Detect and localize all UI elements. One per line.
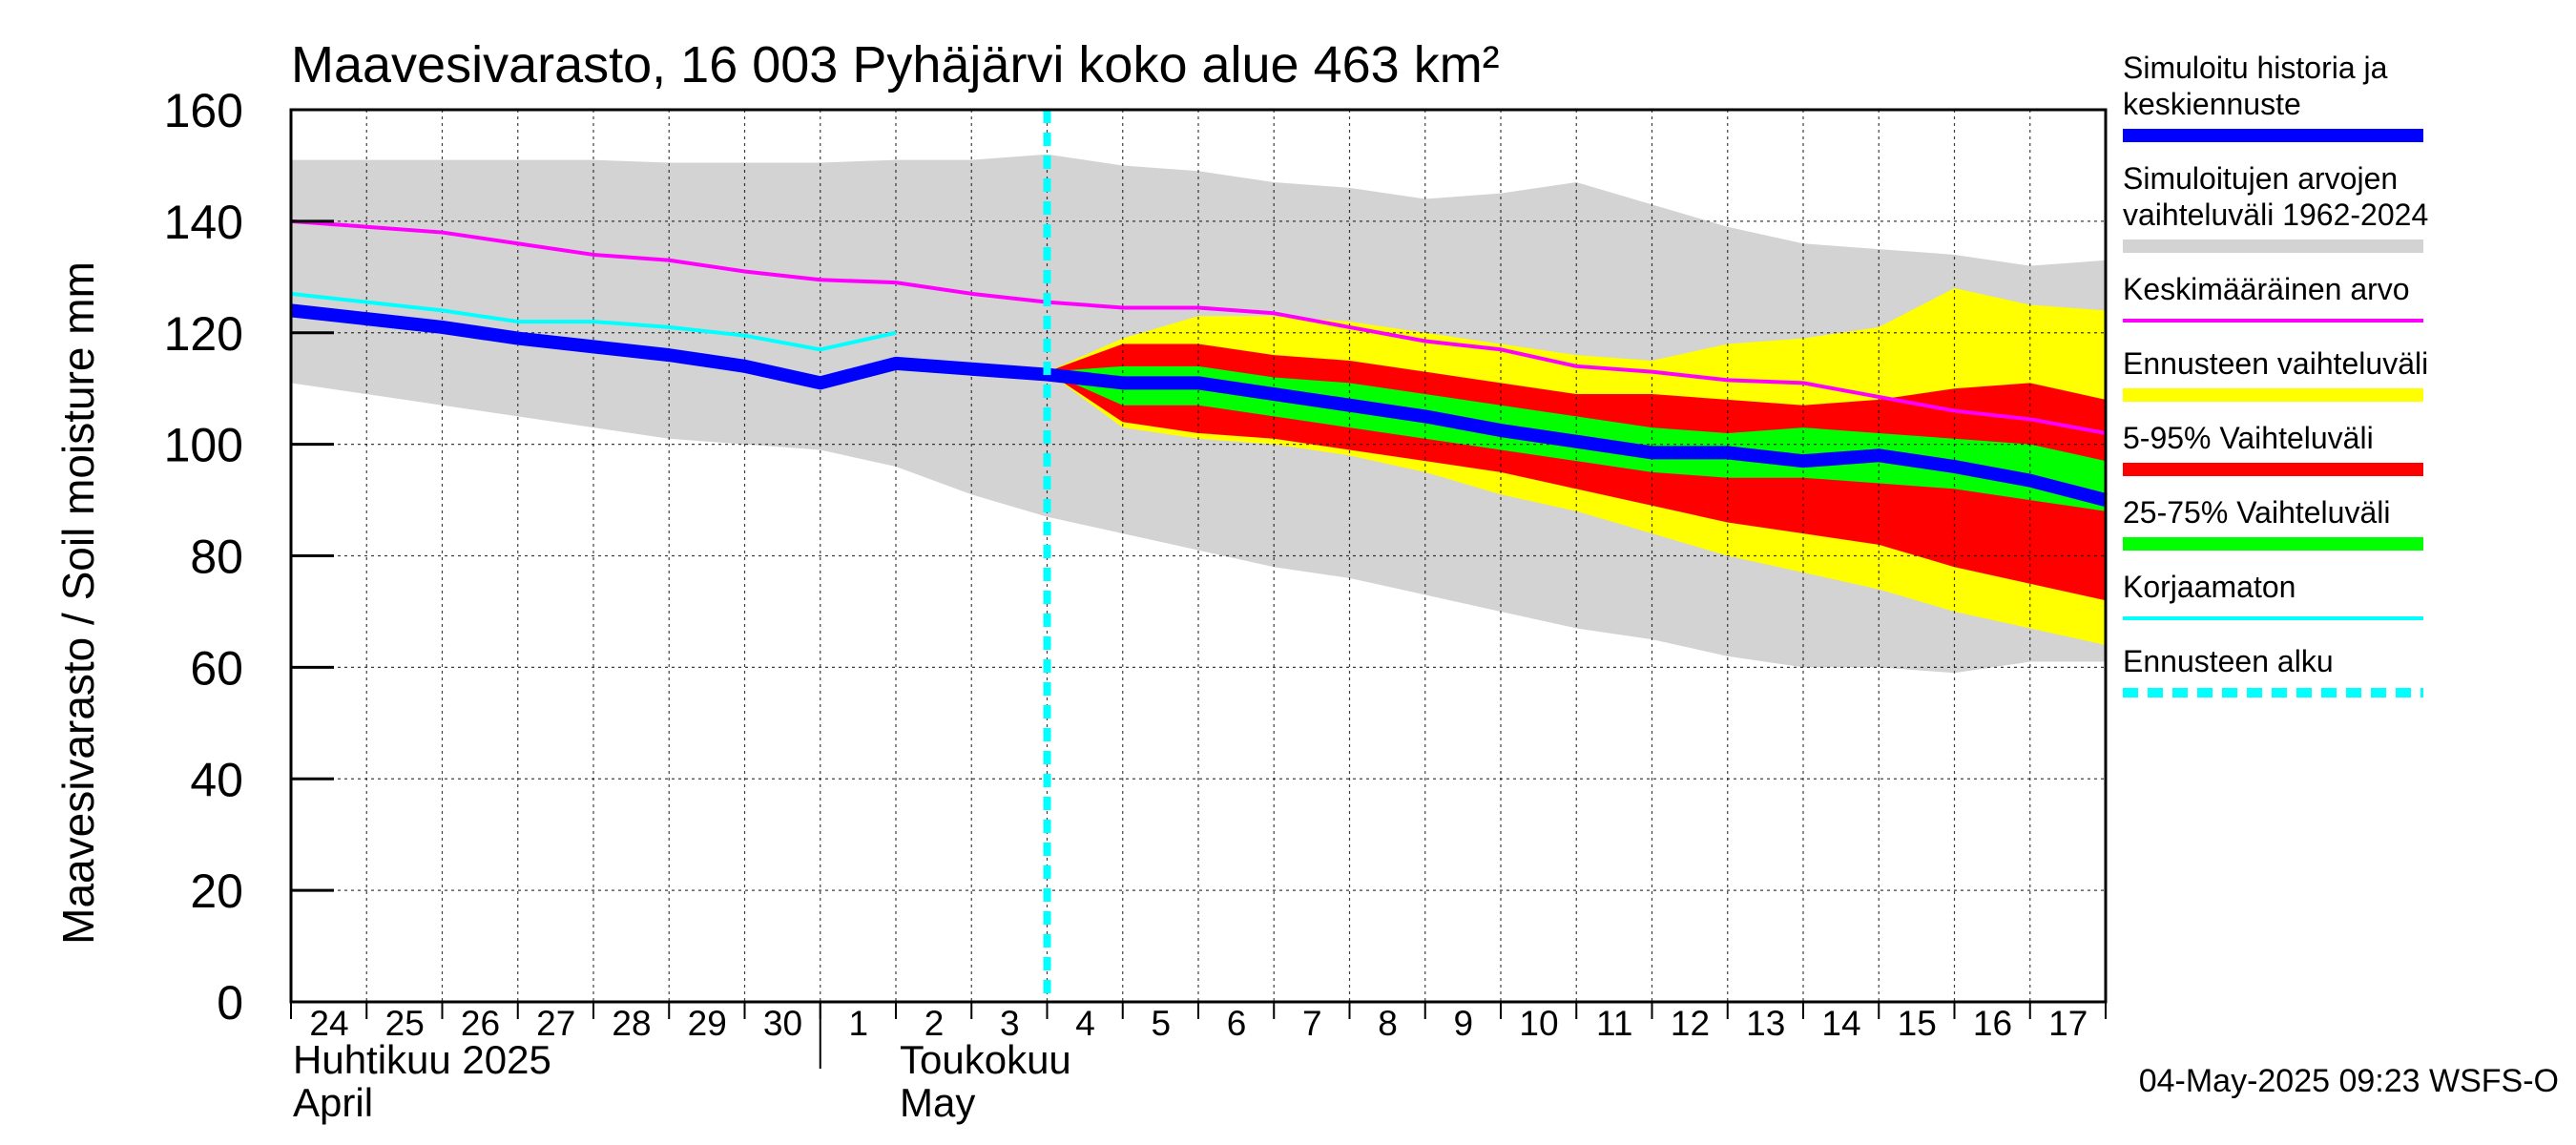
- y-axis-label: Maavesivarasto / Soil moisture mm: [53, 261, 103, 945]
- x-tick-label: 13: [1746, 1004, 1785, 1043]
- timestamp: 04-May-2025 09:23 WSFS-O: [2139, 1063, 2559, 1099]
- plot-area: [289, 108, 2108, 1004]
- month-label: Toukokuu: [900, 1037, 1071, 1082]
- x-tick-label: 3: [1000, 1004, 1020, 1043]
- y-tick-label: 20: [190, 864, 243, 918]
- legend-item-simuloitujen-arvojen-vaihteluv-li-1962-2024: Simuloitujen arvojen vaihteluväli 1962-20…: [2123, 161, 2428, 253]
- legend-item-25-75-vaihteluv-li: 25-75% Vaihteluväli: [2123, 495, 2423, 551]
- x-tick-label: 11: [1596, 1004, 1632, 1043]
- x-tick-label: 27: [536, 1004, 575, 1043]
- y-tick-label: 0: [217, 976, 243, 1030]
- legend-item-5-95-vaihteluv-li: 5-95% Vaihteluväli: [2123, 421, 2423, 476]
- legend-label: Ennusteen vaihteluväli: [2123, 346, 2428, 381]
- y-tick-label: 80: [190, 531, 243, 584]
- y-tick-label: 140: [164, 196, 243, 249]
- x-tick-label: 8: [1378, 1004, 1398, 1043]
- y-tick-label: 100: [164, 419, 243, 472]
- legend-label: Simuloitujen arvojen vaihteluväli 1962-20…: [2123, 161, 2428, 232]
- legend-item-simuloitu-historia-ja-keskiennuste: Simuloitu historia ja keskiennuste: [2123, 51, 2423, 142]
- legend-label: 5-95% Vaihteluväli: [2123, 421, 2374, 455]
- y-tick-label: 60: [190, 641, 243, 695]
- chart-title: Maavesivarasto, 16 003 Pyhäjärvi koko al…: [291, 36, 1500, 94]
- x-tick-label: 24: [309, 1004, 348, 1043]
- legend-label: 25-75% Vaihteluväli: [2123, 495, 2390, 530]
- x-tick-label: 4: [1075, 1004, 1095, 1043]
- month-label-en: May: [900, 1080, 975, 1125]
- x-tick-label: 17: [2048, 1004, 2088, 1043]
- y-tick-label: 160: [164, 84, 243, 137]
- month-label-en: April: [293, 1080, 373, 1125]
- x-tick-label: 26: [461, 1004, 500, 1043]
- x-tick-label: 14: [1821, 1004, 1860, 1043]
- legend-item-ennusteen-vaihteluv-li: Ennusteen vaihteluväli: [2123, 346, 2428, 402]
- x-tick-label: 5: [1151, 1004, 1171, 1043]
- x-tick-label: 16: [1973, 1004, 2012, 1043]
- x-tick-label: 30: [763, 1004, 802, 1043]
- x-tick-label: 29: [688, 1004, 727, 1043]
- x-tick-label: 2: [924, 1004, 945, 1043]
- x-tick-label: 1: [848, 1004, 868, 1043]
- x-axis-ticks: 24 25 26 27 28 29 30 1 2 3 4 5 6 7 8 9 10 11 12 13 14 15 16 17H…: [290, 1002, 2107, 1125]
- legend: Simuloitu historia ja keskiennuste Simuloi…: [2123, 51, 2428, 697]
- x-tick-label: 7: [1302, 1004, 1322, 1043]
- y-tick-label: 40: [190, 753, 243, 806]
- legend-item-ennusteen-alku: Ennusteen alku: [2123, 644, 2423, 697]
- line-keskim-r-inen-arvo: [290, 219, 2107, 435]
- legend-label: Ennusteen alku: [2123, 644, 2334, 678]
- x-tick-label: 10: [1519, 1004, 1558, 1043]
- x-tick-label: 9: [1453, 1004, 1473, 1043]
- legend-label: Korjaamaton: [2123, 570, 2296, 604]
- x-tick-label: 15: [1898, 1004, 1937, 1043]
- x-tick-label: 12: [1671, 1004, 1710, 1043]
- legend-label: Keskimääräinen arvo: [2123, 272, 2410, 306]
- y-tick-label: 120: [164, 307, 243, 361]
- line-simuloitu-historia-ja-keskiennuste: [290, 303, 2108, 507]
- legend-label: Simuloitu historia ja keskiennuste: [2123, 51, 2388, 121]
- y-axis-ticks: 0 20 40 60 80 100 120 140 160: [164, 84, 334, 1030]
- legend-item-korjaamaton: Korjaamaton: [2123, 570, 2423, 620]
- line-korjaamaton: [290, 291, 897, 352]
- x-tick-label: 25: [385, 1004, 425, 1043]
- x-tick-label: 28: [612, 1004, 651, 1043]
- x-tick-label: 6: [1227, 1004, 1247, 1043]
- legend-item-keskim-r-inen-arvo: Keskimääräinen arvo: [2123, 272, 2423, 323]
- month-label: Huhtikuu 2025: [293, 1037, 551, 1082]
